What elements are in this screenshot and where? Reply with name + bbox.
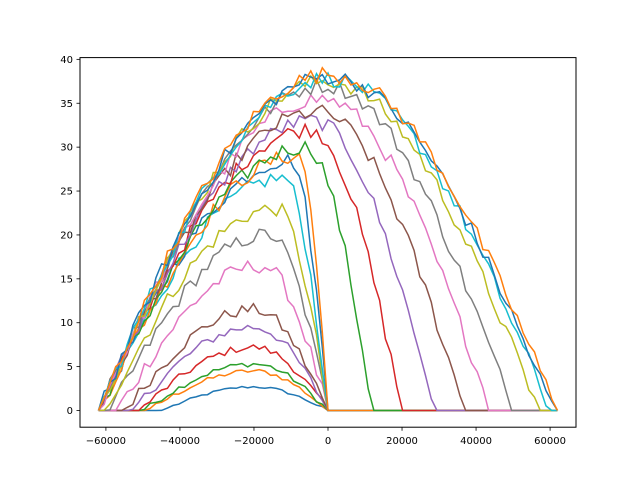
y-tick-label: 35 <box>60 99 73 110</box>
series-line-6 <box>98 302 558 412</box>
x-tick-label: 60000 <box>534 436 566 447</box>
y-tick-label: 25 <box>60 187 73 198</box>
series-line-20 <box>97 71 558 412</box>
y-axis: 0 5 10 15 20 25 30 35 40 <box>60 55 80 417</box>
x-tick-label: −60000 <box>86 436 126 447</box>
series-line-5 <box>98 324 558 412</box>
series-line-11 <box>97 153 558 412</box>
series-line-13 <box>97 140 558 412</box>
x-tick-label: 20000 <box>386 436 418 447</box>
series-line-22 <box>97 66 559 411</box>
y-tick-label: 30 <box>60 143 73 154</box>
x-tick-label: −40000 <box>160 436 200 447</box>
x-tick-label: 0 <box>325 436 331 447</box>
y-tick-label: 5 <box>67 362 73 373</box>
series-line-18 <box>97 77 558 412</box>
x-tick-label: −20000 <box>234 436 274 447</box>
y-tick-label: 40 <box>60 55 73 66</box>
series-line-21 <box>97 73 559 411</box>
y-tick-label: 15 <box>60 274 73 285</box>
series-layer <box>97 66 559 412</box>
y-tick-label: 20 <box>60 230 73 241</box>
series-line-9 <box>98 202 558 412</box>
y-tick-label: 0 <box>67 406 73 417</box>
series-line-8 <box>98 228 558 412</box>
series-line-19 <box>97 74 558 412</box>
x-axis: −60000 −40000 −20000 0 20000 40000 60000 <box>86 427 566 447</box>
y-tick-label: 10 <box>60 318 73 329</box>
x-tick-label: 40000 <box>460 436 492 447</box>
